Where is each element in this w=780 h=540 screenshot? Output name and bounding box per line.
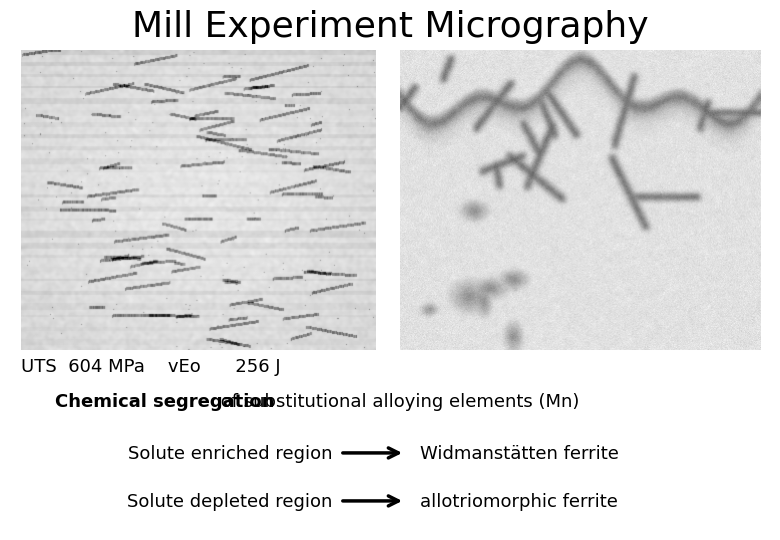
Text: 10 μm: 10 μm [706, 308, 741, 318]
Text: Widmanstätten ferrite: Widmanstätten ferrite [420, 445, 619, 463]
Text: of substitutional alloying elements (Mn): of substitutional alloying elements (Mn) [215, 393, 580, 411]
Text: Mill Experiment Micrography: Mill Experiment Micrography [132, 10, 648, 44]
Text: allotriomorphic ferrite: allotriomorphic ferrite [420, 493, 618, 511]
Text: UTS  604 MPa    vEo      256 J: UTS 604 MPa vEo 256 J [21, 358, 281, 376]
Text: Chemical segregation: Chemical segregation [55, 393, 275, 411]
Text: Solute depleted region: Solute depleted region [127, 493, 333, 511]
Text: (b): (b) [408, 54, 426, 67]
Text: (a): (a) [29, 54, 47, 67]
Text: Solute enriched region: Solute enriched region [128, 445, 332, 463]
Text: 100 μm: 100 μm [313, 308, 355, 318]
